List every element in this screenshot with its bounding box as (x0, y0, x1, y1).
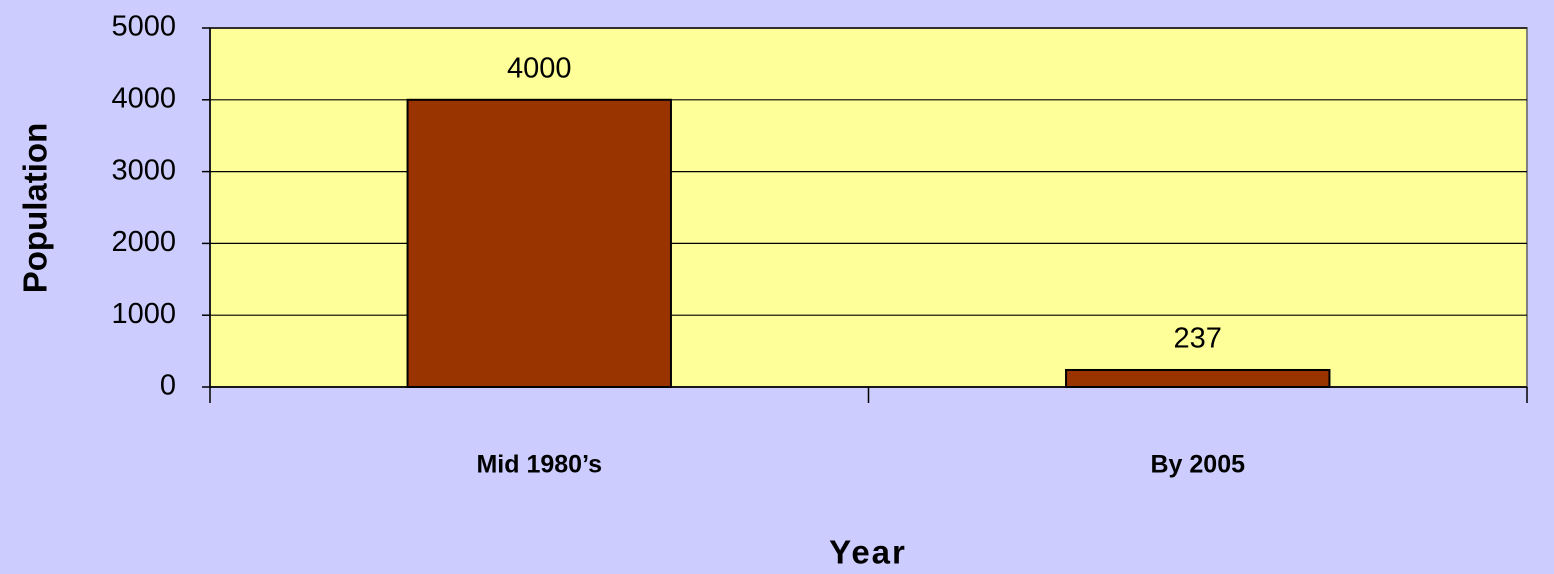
y-tick-label: 5000 (111, 11, 176, 43)
x-tick-label: Mid 1980’s (476, 451, 602, 479)
y-tick-label: 3000 (111, 154, 176, 186)
x-tick-label: By 2005 (1150, 451, 1245, 479)
bar (1065, 368, 1331, 388)
data-label: 237 (1174, 323, 1222, 355)
y-tick-label: 4000 (111, 82, 176, 114)
x-axis-title: Year (829, 534, 907, 571)
y-tick-label: 2000 (111, 226, 176, 258)
y-tick-label: 0 (160, 370, 176, 402)
y-tick-label: 1000 (111, 298, 176, 330)
bar (406, 98, 672, 389)
y-axis-title: Population (17, 123, 54, 293)
data-label: 4000 (507, 52, 572, 84)
